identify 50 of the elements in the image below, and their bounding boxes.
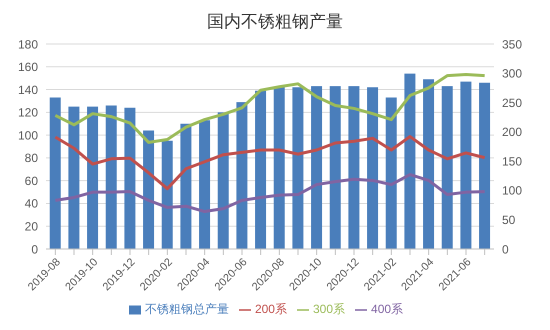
- y-tick-label: 60: [24, 174, 38, 188]
- line-series: [54, 173, 486, 214]
- y2-tick-label: 300: [502, 66, 522, 81]
- y-tick-label: 80: [24, 151, 38, 166]
- y-tick-label: 120: [18, 106, 38, 120]
- y2-tick-label: 350: [502, 37, 522, 52]
- bar: [386, 98, 397, 249]
- bar: [143, 130, 154, 249]
- bar: [460, 82, 472, 249]
- y-tick-label: 40: [24, 196, 38, 211]
- y2-tick-label: 0: [502, 242, 509, 256]
- bar: [218, 112, 229, 249]
- line-series: [54, 135, 486, 190]
- bar: [367, 87, 378, 249]
- bar: [330, 86, 341, 249]
- y2-tick-label: 100: [502, 184, 522, 198]
- bar: [124, 108, 136, 249]
- y2-tick-label: 250: [502, 96, 522, 110]
- bar: [404, 74, 416, 249]
- chart-title: 国内不锈粗钢产量: [206, 11, 344, 33]
- bar: [162, 140, 173, 249]
- y-tick-label: 140: [18, 82, 38, 97]
- bar: [442, 86, 453, 249]
- bar: [180, 124, 192, 249]
- bar: [87, 106, 98, 249]
- bar: [479, 82, 490, 249]
- y-tick-label: 20: [24, 219, 38, 234]
- bar: [106, 106, 117, 249]
- bar: [423, 79, 434, 249]
- line-series: [54, 72, 486, 144]
- y-tick-label: 160: [18, 60, 38, 74]
- bar: [292, 87, 304, 249]
- bar: [255, 90, 266, 249]
- y-tick-label: 100: [18, 128, 38, 142]
- legend-label: 400系: [371, 302, 404, 316]
- bar: [311, 86, 322, 249]
- y2-tick-label: 50: [502, 212, 516, 227]
- y2-tick-label: 150: [502, 154, 522, 168]
- bar: [236, 102, 248, 249]
- y-tick-label: 180: [18, 37, 38, 52]
- legend-label: 300系: [312, 302, 346, 316]
- y-tick-label: 0: [31, 242, 38, 256]
- y2-tick-label: 200: [502, 125, 522, 140]
- bar: [274, 87, 285, 249]
- legend-label: 不锈粗钢总产量: [144, 302, 229, 316]
- bar: [50, 98, 61, 249]
- legend-label: 200系: [254, 302, 287, 316]
- bar: [199, 120, 210, 249]
- bar: [68, 106, 80, 249]
- bar: [348, 86, 360, 249]
